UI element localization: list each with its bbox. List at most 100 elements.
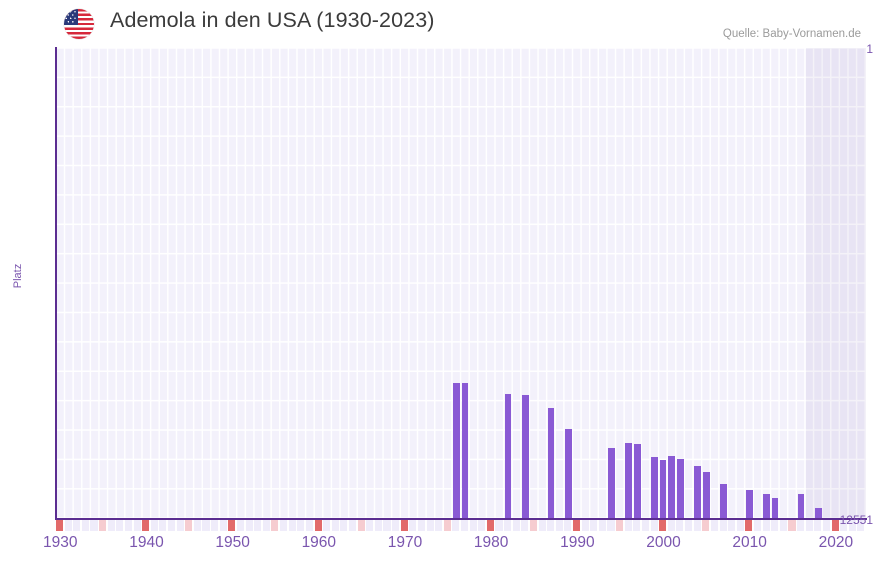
- bar: [452, 383, 460, 518]
- x-tick-marker: [857, 520, 865, 531]
- x-tick-marker: [254, 520, 262, 531]
- x-tick-marker: [659, 520, 667, 531]
- x-tick-marker: [185, 520, 193, 531]
- x-tick-marker: [331, 520, 339, 531]
- x-tick-marker: [607, 520, 615, 531]
- bar: [651, 457, 658, 518]
- y-axis-line: [55, 47, 57, 519]
- x-tick-marker: [840, 520, 848, 531]
- flag-canton: [64, 9, 78, 26]
- x-tick-marker: [228, 520, 236, 531]
- x-tick-marker: [728, 520, 736, 531]
- bar: [814, 508, 822, 518]
- x-axis-tick-1940: 1940: [129, 534, 164, 551]
- x-tick-marker: [73, 520, 81, 531]
- bar: [521, 395, 529, 518]
- bar: [504, 394, 512, 518]
- x-tick-marker: [392, 520, 400, 531]
- x-tick-marker: [236, 520, 245, 531]
- x-axis-line: [55, 518, 867, 520]
- bar: [633, 444, 641, 518]
- x-tick-marker: [400, 520, 408, 531]
- x-tick-marker: [822, 520, 830, 531]
- bar: [625, 443, 632, 518]
- x-tick-marker: [676, 520, 684, 531]
- x-tick-marker: [314, 520, 322, 531]
- x-tick-marker: [271, 520, 279, 531]
- x-tick-marker: [469, 520, 477, 531]
- x-tick-marker: [56, 520, 64, 531]
- x-tick-marker: [150, 520, 158, 531]
- x-tick-marker: [142, 520, 150, 531]
- x-tick-marker: [598, 520, 606, 531]
- x-tick-marker: [555, 520, 563, 531]
- plot-area: [56, 48, 866, 518]
- bar: [745, 490, 753, 518]
- x-tick-marker: [788, 520, 796, 531]
- x-tick-marker: [323, 520, 331, 531]
- x-tick-marker: [762, 520, 770, 531]
- y-axis-label: Platz: [12, 263, 24, 289]
- x-tick-marker: [685, 520, 693, 531]
- bar: [668, 456, 676, 518]
- x-axis-tick-1990: 1990: [560, 534, 595, 551]
- x-tick-marker: [176, 520, 184, 531]
- x-tick-marker: [435, 520, 443, 531]
- bar: [547, 408, 555, 518]
- x-tick-marker: [581, 520, 589, 531]
- x-tick-marker: [529, 520, 537, 531]
- x-axis-tick-1950: 1950: [215, 534, 250, 551]
- x-tick-marker: [426, 520, 434, 531]
- x-tick-marker: [616, 520, 624, 531]
- x-axis-tick-1930: 1930: [43, 534, 78, 551]
- x-axis-tick-1980: 1980: [473, 534, 509, 551]
- x-tick-marker: [538, 520, 546, 531]
- x-tick-marker: [461, 520, 469, 531]
- x-axis-tick-2010: 2010: [732, 534, 767, 551]
- bar: [694, 466, 701, 518]
- x-tick-marker: [504, 520, 512, 531]
- x-tick-marker: [443, 520, 451, 531]
- x-tick-marker: [590, 520, 598, 531]
- x-tick-marker: [202, 520, 210, 531]
- source-credit: Quelle: Baby-Vornamen.de: [722, 28, 861, 40]
- x-tick-marker: [159, 520, 167, 531]
- x-tick-marker: [99, 520, 107, 531]
- x-tick-marker: [297, 520, 305, 531]
- chart-header: Ademola in den USA (1930-2023) Quelle: B…: [0, 0, 873, 46]
- x-tick-marker: [495, 520, 503, 531]
- x-tick-marker: [64, 520, 72, 531]
- bar: [771, 498, 779, 518]
- us-flag-icon: [64, 9, 94, 39]
- bar: [461, 383, 469, 518]
- x-tick-marker: [779, 520, 787, 531]
- x-axis-tick-band: [56, 520, 866, 531]
- x-tick-marker: [693, 520, 701, 531]
- x-tick-marker: [650, 520, 658, 531]
- x-tick-marker: [831, 520, 839, 531]
- x-tick-marker: [81, 520, 89, 531]
- bar: [720, 484, 727, 518]
- page-title: Ademola in den USA (1930-2023): [110, 8, 435, 32]
- x-tick-marker: [512, 520, 520, 531]
- x-axis-tick-2020: 2020: [818, 534, 854, 551]
- x-tick-marker: [340, 520, 348, 531]
- x-tick-marker: [452, 520, 460, 531]
- x-tick-marker: [245, 520, 253, 531]
- x-tick-marker: [124, 520, 132, 531]
- bar: [797, 494, 805, 518]
- x-axis-tick-1970: 1970: [387, 534, 423, 551]
- x-tick-marker: [745, 520, 753, 531]
- bar: [763, 494, 770, 518]
- x-tick-marker: [624, 520, 632, 531]
- x-tick-marker: [168, 520, 176, 531]
- bar: [659, 460, 667, 518]
- x-tick-marker: [383, 520, 391, 531]
- y-axis-tick-top: 1: [866, 42, 873, 56]
- x-tick-marker: [719, 520, 727, 531]
- x-tick-marker: [417, 520, 425, 531]
- x-tick-marker: [797, 520, 805, 531]
- bar: [564, 429, 572, 518]
- bar: [702, 472, 710, 518]
